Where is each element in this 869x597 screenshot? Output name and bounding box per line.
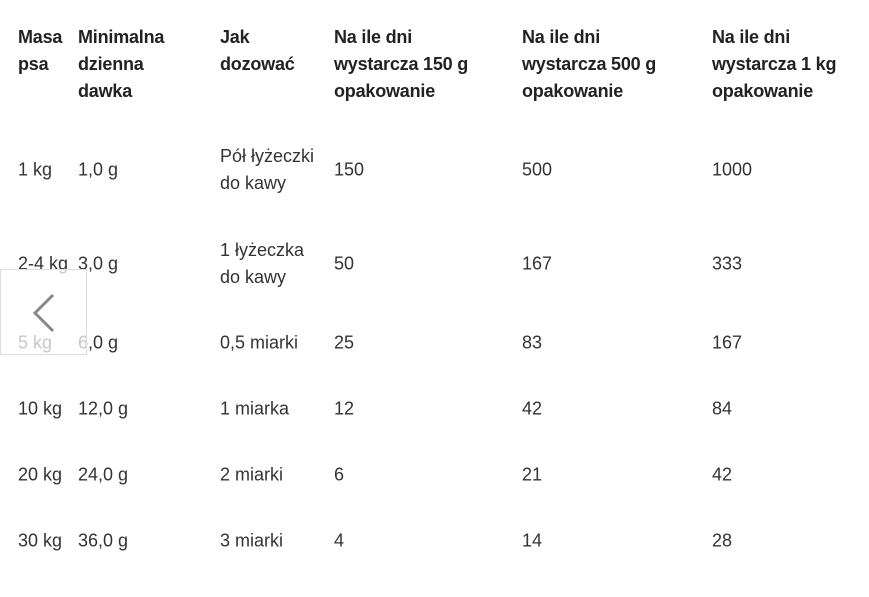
table-cell: 84 (712, 398, 733, 419)
table-cell: 500 (522, 159, 553, 180)
table-cell: 21 (522, 464, 543, 485)
table-cell: 1000 (712, 159, 753, 180)
table-cell: 0,5 miarki (220, 332, 299, 353)
table-cell: 30 kg (18, 530, 63, 551)
table-cell: 20 kg (18, 464, 63, 485)
table-cell: 333 (712, 253, 743, 274)
table-cell: 3 miarki (220, 530, 284, 551)
table-cell: 42 (712, 464, 733, 485)
table-cell: 167 (712, 332, 743, 353)
table-cell: 10 kg (18, 398, 63, 419)
table-cell: 3,0 g (78, 253, 119, 274)
table-cell: 36,0 g (78, 530, 129, 551)
table-cell: 28 (712, 530, 733, 551)
header-cell: Na ile dni wystarcza 1 kg opakowanie (712, 27, 837, 101)
table-cell: 2-4 kg (18, 253, 69, 274)
table-cell: 2 miarki (220, 464, 284, 485)
previous-arrow[interactable] (0, 269, 87, 355)
table-cell: 1 kg (18, 159, 53, 180)
chevron-icon (32, 293, 55, 333)
table-cell: 25 (334, 332, 355, 353)
table-cell: 1 miarka (220, 398, 290, 419)
header-cell: Jak dozować (220, 27, 295, 74)
table-cell: 83 (522, 332, 543, 353)
header-cell: Masa psa (18, 27, 63, 74)
table-cell: 12,0 g (78, 398, 129, 419)
table-cell: 42 (522, 398, 543, 419)
table-cell: 167 (522, 253, 553, 274)
table-cell: 4 (334, 530, 345, 551)
table-cell: Pół łyżeczki do kawy (220, 146, 315, 193)
table-cell: 6 (334, 464, 345, 485)
table-cell: 1,0 g (78, 159, 119, 180)
header-cell: Na ile dni wystarcza 150 g opakowanie (334, 27, 469, 101)
table-cell: 1 łyżeczka do kawy (220, 240, 305, 287)
table-cell: 50 (334, 253, 355, 274)
header-cell: Na ile dni wystarcza 500 g opakowanie (522, 27, 657, 101)
table-cell: 12 (334, 398, 355, 419)
table-cell: 24,0 g (78, 464, 129, 485)
table-cell: 14 (522, 530, 543, 551)
table-cell: 150 (334, 159, 365, 180)
header-cell: Minimalna dzienna dawka (78, 27, 165, 101)
